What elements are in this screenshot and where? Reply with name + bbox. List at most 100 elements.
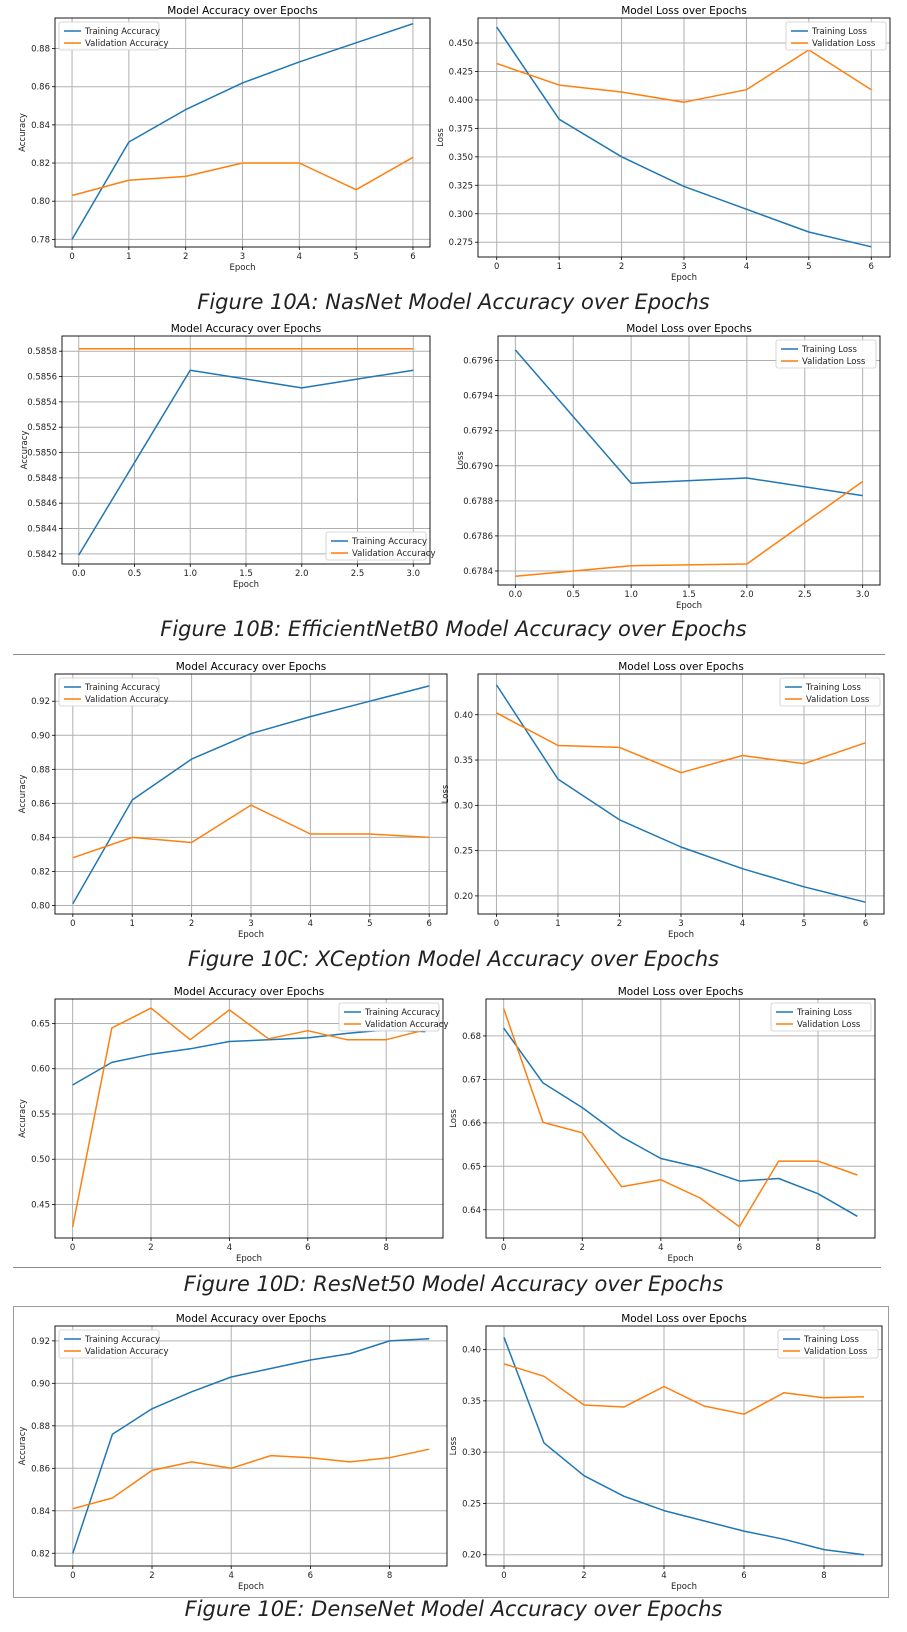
legend: Training Accuracy Validation Accuracy bbox=[58, 21, 168, 51]
chart-svg: Model Loss over Epochs 0 2 4 6 8 0.20 0.25 0.30 0… bbox=[449, 1313, 883, 1592]
gridlines bbox=[478, 18, 890, 257]
x-tick-label: 5 bbox=[801, 919, 806, 929]
y-tick-label: 0.375 bbox=[449, 124, 473, 134]
gridlines bbox=[486, 999, 875, 1238]
x-tick-label: 8 bbox=[387, 1571, 392, 1581]
y-tick-label: 0.92 bbox=[31, 1337, 50, 1347]
y-tick-label: 0.5848 bbox=[27, 474, 57, 484]
legend-label: Training Accuracy bbox=[351, 537, 427, 547]
y-tick-label: 0.25 bbox=[462, 1499, 481, 1509]
y-tick-label: 0.5856 bbox=[27, 373, 57, 383]
series-line-validation bbox=[496, 712, 866, 774]
legend: Training Loss Validation Loss bbox=[777, 1329, 879, 1359]
y-tick-label: 0.86 bbox=[31, 83, 50, 93]
x-tick-label: 4 bbox=[661, 1571, 666, 1581]
series-line-training bbox=[72, 1337, 430, 1554]
x-axis-label: Epoch bbox=[671, 1582, 697, 1592]
y-tick-label: 0.5846 bbox=[27, 499, 57, 509]
chart-10c-accuracy: Model Accuracy over Epochs 0 1 2 3 4 5 6 0.80 0.8… bbox=[0, 655, 450, 945]
legend-box bbox=[775, 339, 877, 369]
x-tick-label: 0 bbox=[69, 252, 74, 262]
chart-title: Model Loss over Epochs bbox=[618, 986, 744, 998]
figure-frame bbox=[13, 1306, 889, 1598]
legend-label: Validation Accuracy bbox=[352, 549, 435, 559]
gridlines bbox=[55, 999, 443, 1238]
y-tick-label: 0.5852 bbox=[27, 423, 57, 433]
legend: Training Accuracy Validation Accuracy bbox=[58, 677, 168, 707]
caption-10b: Figure 10B: EfficientNetB0 Model Accurac… bbox=[160, 617, 747, 641]
chart-svg: Model Accuracy over Epochs 0 2 4 6 8 0.82 0.84 0… bbox=[18, 1313, 448, 1592]
plot-frame bbox=[485, 998, 876, 1239]
x-tick-label: 8 bbox=[383, 1243, 388, 1253]
legend-label: Validation Accuracy bbox=[365, 1020, 448, 1030]
legend-label: Training Loss bbox=[796, 1008, 852, 1018]
legend-label: Training Loss bbox=[805, 683, 861, 693]
legend: Training Accuracy Validation Accuracy bbox=[338, 1002, 448, 1032]
chart-10a-loss: Model Loss over Epochs 0 1 2 3 4 5 6 0.275 0.300 0… bbox=[436, 0, 907, 285]
legend-box bbox=[779, 677, 881, 707]
caption-10e: Figure 10E: DenseNet Model Accuracy over… bbox=[184, 1597, 723, 1621]
y-tick-label: 0.40 bbox=[454, 711, 473, 721]
legend-label: Training Loss bbox=[811, 27, 867, 37]
plot-frame bbox=[54, 1325, 448, 1567]
y-tick-label: 0.350 bbox=[449, 153, 473, 163]
x-tick-label: 2.5 bbox=[798, 590, 812, 600]
legend-label: Training Loss bbox=[803, 1335, 859, 1345]
x-tick-label: 1 bbox=[126, 252, 131, 262]
y-tick-label: 0.25 bbox=[454, 847, 473, 857]
y-tick-label: 0.84 bbox=[31, 833, 50, 843]
y-tick-label: 0.450 bbox=[449, 39, 473, 49]
y-tick-label: 0.5850 bbox=[27, 449, 57, 459]
x-axis-label: Epoch bbox=[233, 580, 259, 590]
y-tick-label: 0.86 bbox=[31, 1464, 50, 1474]
x-tick-label: 6 bbox=[410, 252, 415, 262]
chart-svg: Model Accuracy over Epochs 0 1 2 3 4 5 6 0.78 0.8… bbox=[18, 5, 431, 273]
legend-label: Training Accuracy bbox=[84, 27, 160, 37]
y-axis-label: Loss bbox=[449, 1109, 459, 1128]
x-tick-label: 3.0 bbox=[407, 569, 421, 579]
x-tick-label: 8 bbox=[815, 1243, 820, 1253]
x-tick-label: 2 bbox=[148, 1243, 153, 1253]
chart-svg: Model Loss over Epochs 0 1 2 3 4 5 6 0.275 0.300 0… bbox=[436, 5, 891, 283]
gridlines bbox=[62, 336, 430, 564]
x-tick-label: 0 bbox=[501, 1571, 506, 1581]
x-tick-label: 2 bbox=[581, 1571, 586, 1581]
legend-box bbox=[338, 1002, 440, 1032]
legend-box bbox=[325, 531, 427, 561]
y-tick-label: 0.30 bbox=[454, 801, 473, 811]
plot-frame bbox=[485, 1325, 883, 1567]
x-axis-label: Epoch bbox=[668, 930, 694, 940]
x-tick-label: 1.5 bbox=[239, 569, 253, 579]
x-tick-label: 1.0 bbox=[624, 590, 638, 600]
chart-svg: Model Loss over Epochs 0 2 4 6 8 0.64 0.65 0.66 0… bbox=[449, 986, 876, 1264]
legend-label: Training Loss bbox=[801, 345, 857, 355]
plot-frame bbox=[54, 998, 444, 1239]
x-tick-label: 0 bbox=[494, 919, 499, 929]
x-tick-label: 2.0 bbox=[740, 590, 754, 600]
legend-label: Validation Accuracy bbox=[85, 1347, 168, 1357]
gridlines bbox=[478, 674, 884, 914]
y-tick-label: 0.60 bbox=[31, 1065, 50, 1075]
gridlines bbox=[498, 336, 880, 585]
legend: Training Loss Validation Loss bbox=[770, 1002, 872, 1032]
x-tick-label: 0.5 bbox=[566, 590, 580, 600]
y-tick-label: 0.86 bbox=[31, 799, 50, 809]
y-axis-label: Loss bbox=[449, 1436, 459, 1455]
chart-10b-loss: Model Loss over Epochs 0.0 0.5 1.0 1.5 2.0 2.5… bbox=[450, 320, 907, 611]
x-tick-label: 6 bbox=[426, 919, 431, 929]
y-axis-label: Accuracy bbox=[18, 1099, 28, 1138]
x-tick-label: 6 bbox=[741, 1571, 746, 1581]
chart-svg: Model Loss over Epochs 0.0 0.5 1.0 1.5 2.0 2.5… bbox=[456, 323, 881, 611]
series-line-training bbox=[495, 684, 866, 903]
series-line-validation bbox=[72, 1448, 430, 1510]
x-tick-label: 1 bbox=[555, 919, 560, 929]
chart-title: Model Accuracy over Epochs bbox=[174, 986, 325, 998]
y-tick-label: 0.5844 bbox=[27, 525, 57, 535]
y-tick-label: 0.88 bbox=[31, 765, 50, 775]
x-tick-label: 4 bbox=[227, 1243, 232, 1253]
x-tick-label: 2.5 bbox=[351, 569, 365, 579]
y-tick-label: 0.82 bbox=[31, 867, 50, 877]
y-tick-label: 0.5858 bbox=[27, 347, 57, 357]
legend: Training Loss Validation Loss bbox=[785, 21, 887, 51]
x-tick-label: 0 bbox=[501, 1243, 506, 1253]
